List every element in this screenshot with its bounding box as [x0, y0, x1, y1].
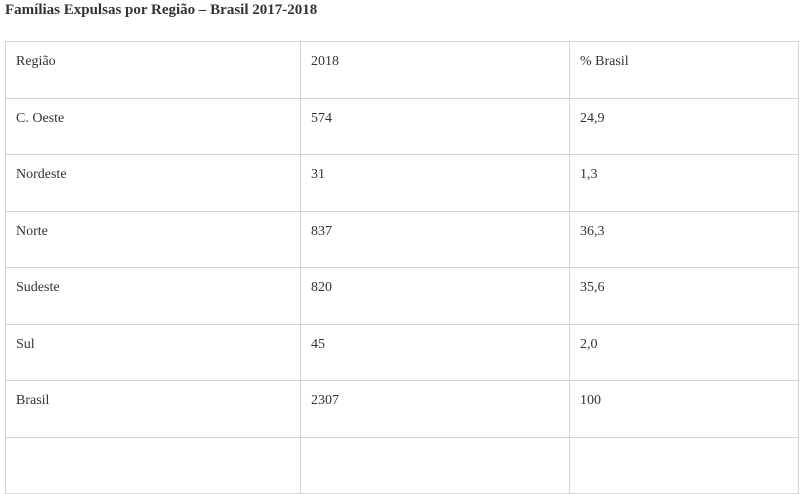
cell-text: 35,6 [580, 280, 605, 295]
table-row [5, 436, 799, 494]
cell-text: Norte [16, 223, 48, 239]
table-row: Norte 837 36,3 [5, 210, 799, 268]
cell-text: Sul [16, 336, 35, 352]
table-row: C. Oeste 574 24,9 [5, 97, 799, 155]
table-cell: 45 [300, 323, 570, 381]
table-row: Sul 45 2,0 [5, 323, 799, 381]
header-text: % Brasil [580, 54, 629, 69]
header-text: 2018 [311, 54, 339, 69]
table-cell: 2018 [300, 41, 570, 99]
table-cell: Sudeste [5, 267, 301, 325]
table-cell: 574 [300, 97, 570, 155]
cell-text: Brasil [16, 393, 50, 408]
cell-text: C. Oeste [16, 110, 65, 126]
data-table: Região 2018 % Brasil C. Oeste 574 24,9 Nordest… [5, 41, 799, 494]
table-cell: Nordeste [5, 154, 301, 212]
table-cell [569, 436, 799, 494]
cell-text: 100 [580, 393, 601, 408]
table-cell: 31 [300, 154, 570, 212]
table-title: Famílias Expulsas por Região – Brasil 20… [5, 2, 318, 18]
table-cell: % Brasil [569, 41, 799, 99]
table-cell: 820 [300, 267, 570, 325]
cell-text: 837 [311, 223, 332, 239]
cell-text: 2,0 [580, 336, 598, 352]
table-cell: 2,0 [569, 323, 799, 381]
table-cell: Região [5, 41, 301, 99]
table-cell: Norte [5, 210, 301, 268]
table-cell: 1,3 [569, 154, 799, 212]
cell-text: 31 [311, 167, 325, 182]
table-cell: Sul [5, 323, 301, 381]
table-cell: 35,6 [569, 267, 799, 325]
cell-text: 36,3 [580, 223, 605, 239]
cell-text: Nordeste [16, 167, 67, 182]
table-cell: C. Oeste [5, 97, 301, 155]
cell-text: 24,9 [580, 110, 605, 126]
table-cell: 2307 [300, 380, 570, 438]
table-row: Sudeste 820 35,6 [5, 267, 799, 325]
table-row: Nordeste 31 1,3 [5, 154, 799, 212]
cell-text: Sudeste [16, 280, 60, 295]
header-text: Região [16, 54, 56, 69]
table-cell: 100 [569, 380, 799, 438]
table-cell: 36,3 [569, 210, 799, 268]
cell-text: 820 [311, 280, 332, 295]
table-row: Brasil 2307 100 [5, 380, 799, 438]
table-cell: 24,9 [569, 97, 799, 155]
cell-text: 574 [311, 110, 332, 126]
table-cell [300, 436, 570, 494]
cell-text: 1,3 [580, 167, 598, 182]
header-row: Região 2018 % Brasil [5, 41, 799, 99]
table-cell [5, 436, 301, 494]
cell-text: 2307 [311, 393, 339, 408]
table-cell: Brasil [5, 380, 301, 438]
cell-text: 45 [311, 336, 325, 352]
table-body: Região 2018 % Brasil C. Oeste 574 24,9 Nordest… [5, 41, 799, 494]
page: Famílias Expulsas por Região – Brasil 20… [5, 2, 799, 494]
table-cell: 837 [300, 210, 570, 268]
